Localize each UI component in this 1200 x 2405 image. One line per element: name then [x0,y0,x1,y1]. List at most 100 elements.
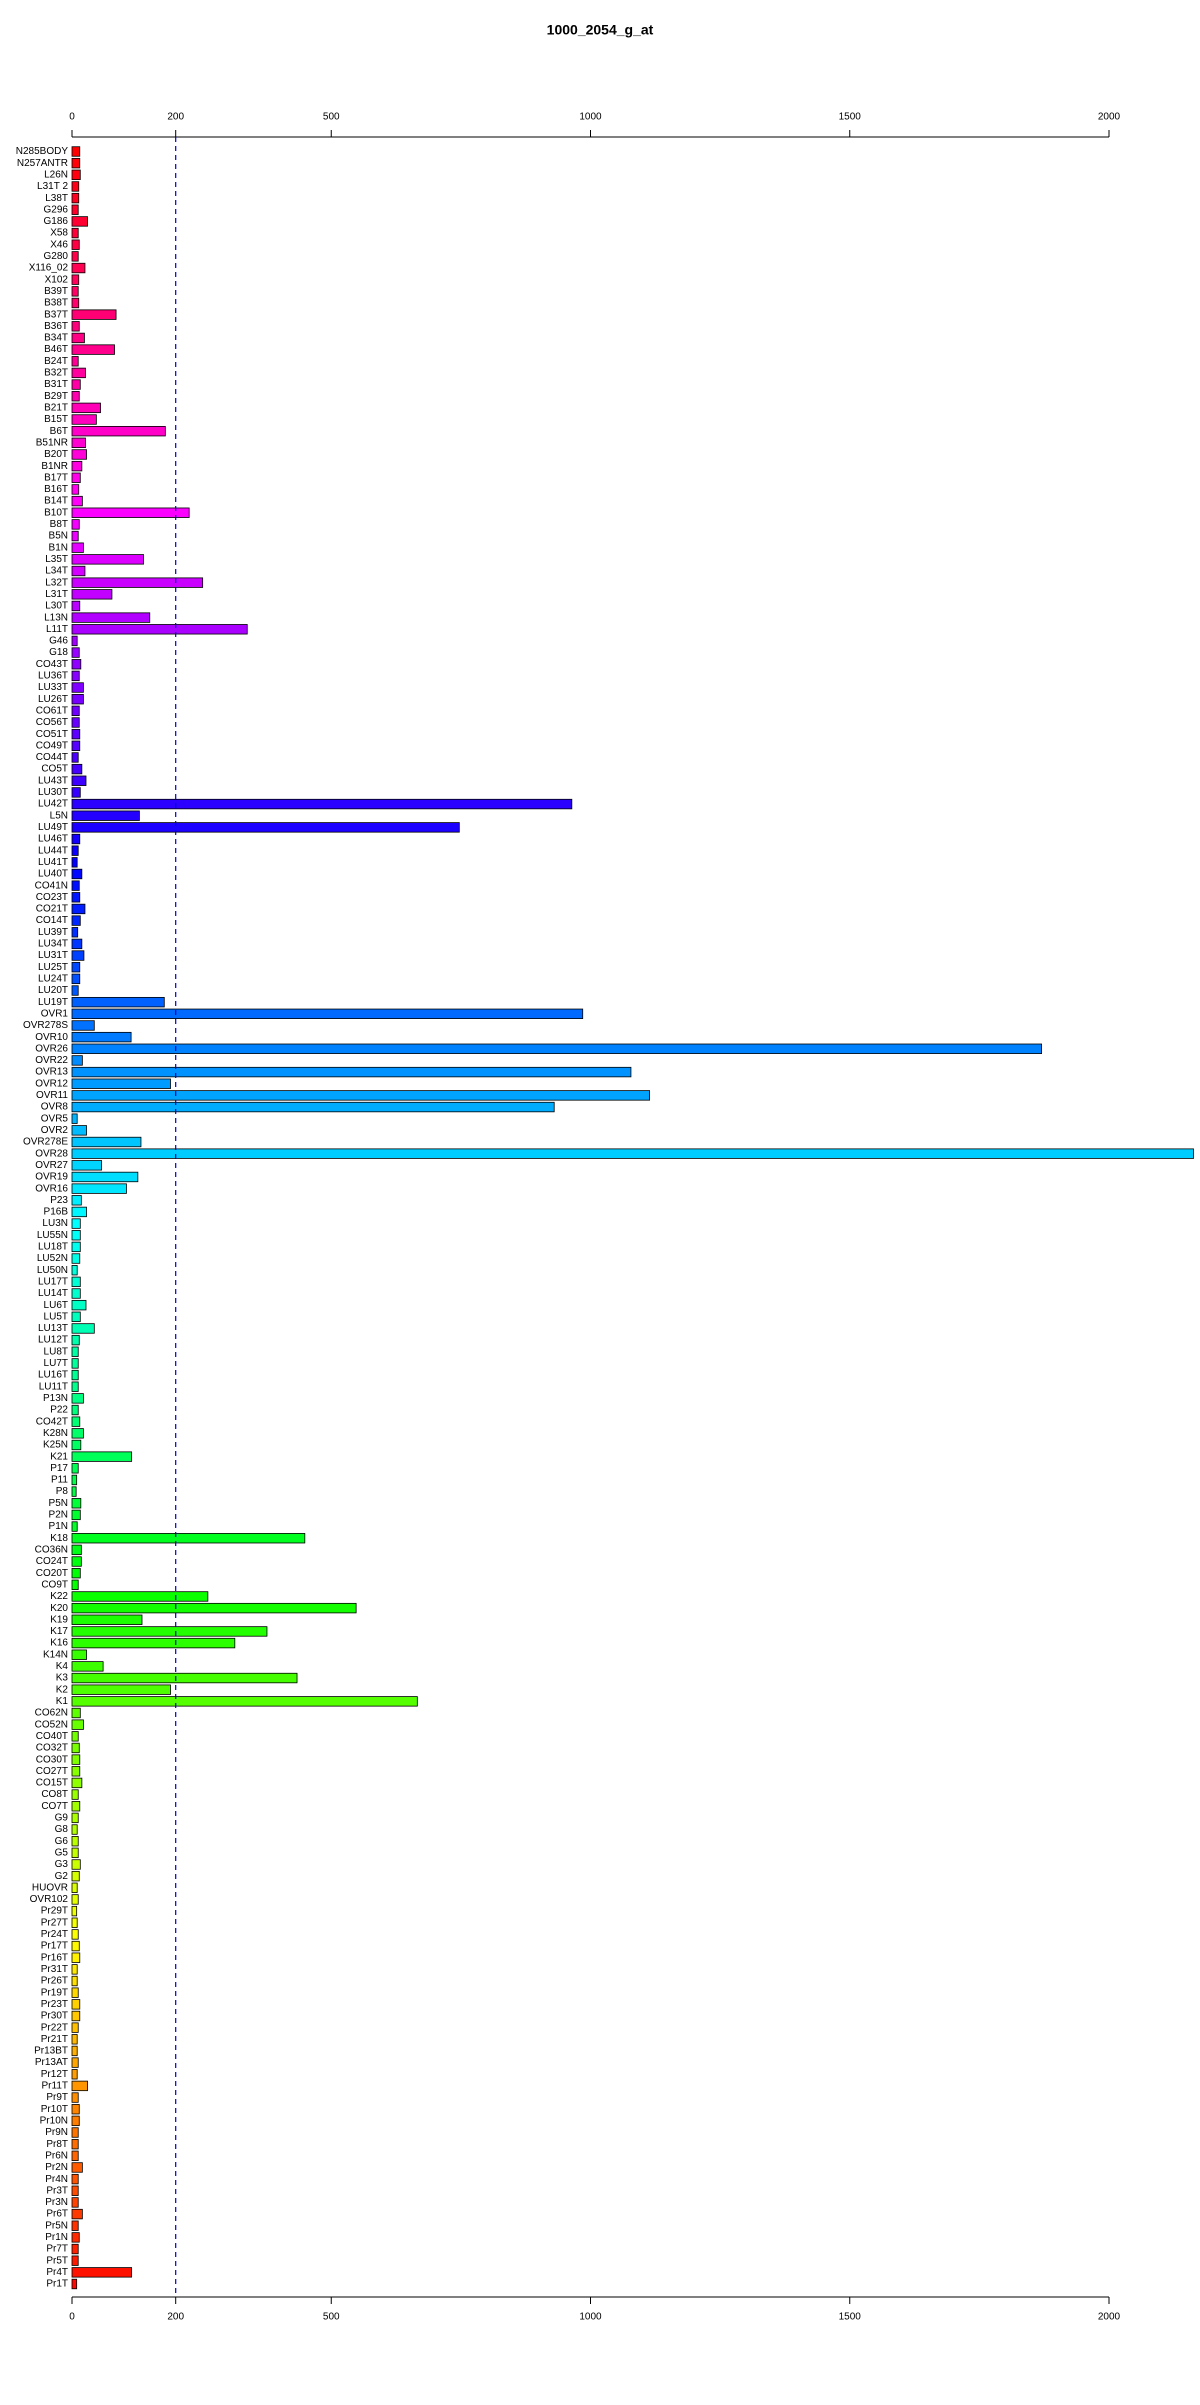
x-tick-label: 0 [69,112,75,123]
y-tick-label: B36T [44,321,68,332]
bar [71,1276,81,1288]
bar [71,1066,632,1078]
bar [71,1614,143,1625]
bar [71,1416,81,1427]
y-tick-label: Pr3N [45,2197,68,2208]
y-tick-label: LU44T [38,845,68,856]
bar [71,2197,79,2208]
bar [71,670,80,682]
y-tick-label: B32T [44,368,68,379]
bar [71,612,151,623]
bar [71,157,81,169]
y-tick-label: Pr6N [45,2150,68,2161]
bar [71,1567,81,1579]
bar [71,2092,79,2103]
y-tick-label: LU46T [38,834,68,845]
bar [71,1160,102,1171]
bar [71,2243,79,2255]
bar [71,1579,79,1590]
y-tick-label: LU19T [38,997,68,1008]
bar [71,1393,84,1404]
bar [71,1101,555,1113]
bar [71,321,80,332]
y-tick-label: K18 [50,1533,68,1544]
bar [71,565,86,577]
y-tick-label: Pr11T [42,2081,69,2092]
y-tick-label: P11 [51,1475,68,1486]
y-tick-label: Pr27T [41,1917,68,1928]
bar [71,810,140,821]
y-tick-label: OVR5 [41,1113,69,1124]
bar [71,425,166,437]
x-tick-label: 1000 [579,2312,602,2323]
bar [71,1684,171,1695]
bar [71,624,248,635]
y-tick-label: B1NR [41,461,68,472]
y-tick-label: Pr1T [46,2279,68,2290]
y-tick-label: K16 [50,1638,68,1649]
bar [71,973,81,985]
y-tick-label: CO32T [36,1743,68,1754]
bar [71,484,80,495]
y-tick-label: G280 [44,251,69,262]
bar [71,600,81,612]
y-tick-label: Pr16T [41,1952,68,1963]
y-tick-label: HUOVR [32,1882,68,1893]
y-tick-label: L13N [44,612,68,623]
bar [71,1870,80,1882]
y-tick-label: LU31T [38,950,68,961]
y-tick-label: Pr1N [45,2232,68,2243]
bar [71,1241,81,1253]
y-tick-label: LU30T [38,787,68,798]
bar [71,728,81,740]
y-tick-label: Pr12T [41,2069,68,2080]
y-tick-label: X102 [45,274,69,285]
y-tick-label: CO40T [36,1731,68,1742]
bar [71,1346,79,1357]
bar [71,297,80,309]
bar [71,822,460,833]
bar [71,367,86,379]
bar [71,950,85,961]
bar [71,2150,79,2161]
y-tick-label: Pr13AT [35,2057,68,2068]
y-tick-label: B37T [44,309,68,320]
bar [71,996,165,1008]
bar [71,1183,127,1194]
y-tick-label: LU11T [39,1381,68,1392]
y-tick-label: L26N [44,169,68,180]
bar [71,1323,95,1334]
x-tick-label: 2000 [1098,2312,1121,2323]
bar [71,682,84,693]
bar [71,1847,79,1859]
x-tick-label: 1000 [579,112,602,123]
bar [71,2232,80,2243]
y-tick-label: LU3N [42,1218,68,1229]
x-tick-label: 2000 [1098,112,1121,123]
bar [71,1125,87,1136]
y-tick-label: G5 [55,1847,69,1858]
y-tick-label: N257ANTR [17,158,68,169]
bar [71,2173,79,2185]
y-tick-label: B10T [44,507,68,518]
bar [71,1136,142,1148]
bar [71,1334,80,1346]
bar [71,1894,79,1905]
bar [71,472,81,483]
bar [71,1801,81,1812]
bar [71,1964,78,1975]
bar [71,1929,79,1940]
y-tick-label: B14T [44,496,68,507]
bar [71,1882,78,1893]
y-tick-label: OVR13 [35,1067,68,1078]
bar [71,1975,78,1987]
y-tick-label: CO24T [36,1556,68,1567]
bar [71,2022,79,2033]
y-tick-label: LU8T [44,1346,68,1357]
y-tick-label: L35T [45,554,68,565]
y-tick-label: K17 [50,1626,68,1637]
bar [71,2185,79,2196]
y-tick-label: P5N [49,1498,68,1509]
bar [71,1940,80,1952]
